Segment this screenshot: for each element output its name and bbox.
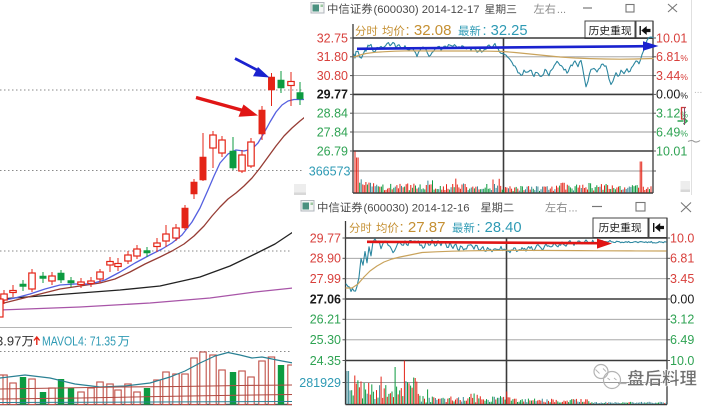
- svg-text:MAVOL4: 71.35: MAVOL4: 71.35: [42, 334, 116, 349]
- svg-text:31.80: 31.80: [317, 50, 348, 64]
- svg-text:(600030) 2014-12-16: (600030) 2014-12-16: [364, 203, 470, 215]
- svg-text:10.01: 10.01: [656, 31, 687, 45]
- svg-text:26.79: 26.79: [317, 144, 348, 158]
- svg-text:: 27.87: : 27.87: [400, 220, 446, 236]
- svg-text:6.81: 6.81: [670, 252, 694, 266]
- svg-text:24.35: 24.35: [310, 354, 341, 368]
- svg-text:3.44%: 3.44%: [656, 69, 688, 83]
- svg-text:27.84: 27.84: [317, 125, 348, 139]
- svg-text:6.81%: 6.81%: [656, 50, 688, 64]
- svg-text:28.90: 28.90: [310, 252, 341, 266]
- svg-text:...: ...: [568, 203, 577, 215]
- svg-text:3.45: 3.45: [670, 272, 694, 286]
- svg-text:366573: 366573: [309, 164, 351, 178]
- svg-text:10.0: 10.0: [670, 231, 694, 245]
- svg-text:30.80: 30.80: [317, 69, 348, 83]
- svg-text:6.49%: 6.49%: [656, 125, 688, 139]
- svg-text:6.49: 6.49: [670, 333, 694, 347]
- svg-text:25.30: 25.30: [310, 333, 341, 347]
- svg-text:0.00: 0.00: [670, 292, 694, 306]
- svg-text:...: ...: [557, 4, 566, 16]
- svg-text:10.0: 10.0: [670, 354, 694, 368]
- svg-text:3.97: 3.97: [0, 334, 21, 349]
- svg-text:: 32.25: : 32.25: [483, 23, 528, 39]
- svg-text:...: ...: [694, 85, 702, 96]
- svg-text:281929: 281929: [299, 376, 341, 390]
- svg-text:: 32.08: : 32.08: [406, 23, 452, 39]
- svg-text:27.06: 27.06: [310, 292, 341, 306]
- svg-text:(600030) 2014-12-17: (600030) 2014-12-17: [374, 4, 480, 16]
- svg-text:10.01: 10.01: [656, 144, 687, 158]
- svg-text:3.12: 3.12: [670, 313, 694, 327]
- svg-text:0.00%: 0.00%: [656, 88, 688, 102]
- svg-text:27.99: 27.99: [310, 272, 341, 286]
- svg-text:29.77: 29.77: [310, 231, 341, 245]
- svg-text:29.77: 29.77: [317, 88, 348, 102]
- svg-text:28.84: 28.84: [317, 107, 348, 121]
- svg-text:26.21: 26.21: [310, 313, 341, 327]
- svg-text:32.75: 32.75: [317, 31, 348, 45]
- svg-text:: 28.40: : 28.40: [477, 220, 522, 236]
